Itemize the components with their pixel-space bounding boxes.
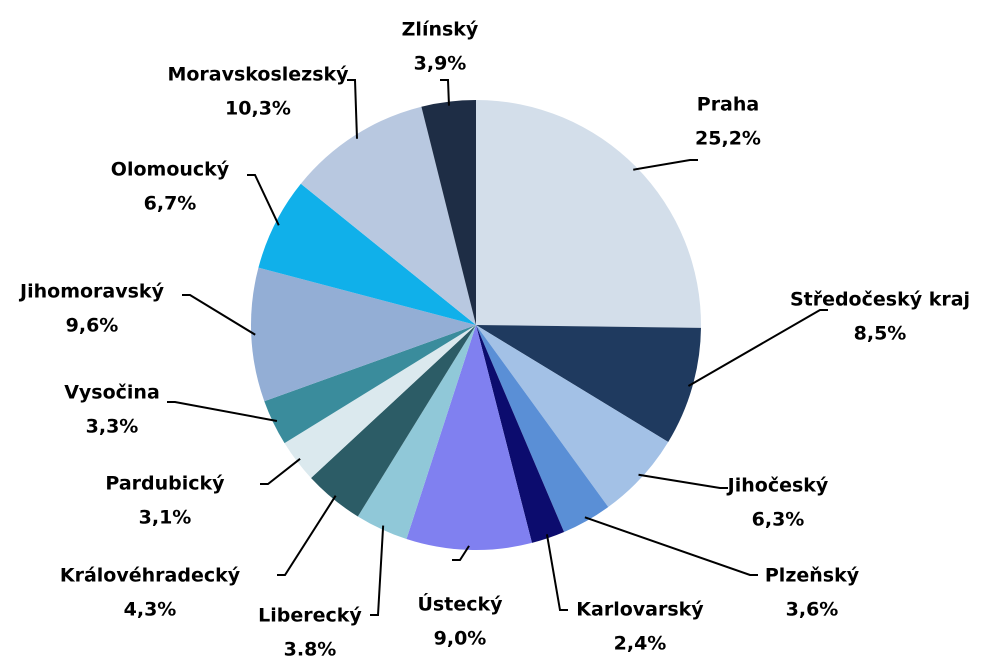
- slice-label: Ústecký: [418, 592, 504, 616]
- pie-slice: [311, 325, 476, 517]
- slice-value: 3,6%: [786, 599, 839, 621]
- slice-label: Královéhradecký: [60, 565, 241, 587]
- pie-slice: [406, 325, 532, 550]
- slice-label: Vysočina: [64, 382, 160, 404]
- leader-line: [182, 294, 256, 336]
- pie-slice: [476, 325, 669, 508]
- leader-line: [260, 458, 301, 485]
- pie-slice: [250, 267, 476, 402]
- pie-slice: [421, 100, 476, 325]
- slice-label: Jihočeský: [726, 475, 829, 497]
- pie-slice: [300, 106, 476, 325]
- leader-line: [633, 159, 698, 171]
- slice-label: Středočeský kraj: [790, 289, 970, 311]
- slice-value: 9,0%: [434, 628, 487, 650]
- leader-line: [370, 525, 385, 616]
- slice-value: 2,4%: [614, 633, 667, 655]
- slice-label: Praha: [697, 94, 759, 116]
- slice-value: 6,3%: [752, 509, 805, 531]
- leader-line: [638, 473, 728, 489]
- slice-value: 10,3%: [225, 98, 291, 120]
- pie-slice: [476, 325, 565, 543]
- slice-label: Karlovarský: [576, 599, 704, 621]
- slice-value: 8,5%: [854, 323, 907, 345]
- slice-value: 4,3%: [124, 599, 177, 621]
- slice-value: 3,1%: [139, 507, 192, 529]
- slice-value: 3.8%: [284, 639, 337, 661]
- pie-slice: [476, 325, 701, 442]
- slice-label: Liberecký: [258, 605, 362, 627]
- slice-value: 25,2%: [695, 128, 761, 150]
- pie-slice: [284, 325, 476, 478]
- slice-value: 6,7%: [144, 193, 197, 215]
- leader-line: [277, 495, 337, 576]
- pie-slice: [264, 325, 476, 444]
- slice-label: Pardubický: [105, 473, 225, 495]
- leader-line: [347, 79, 358, 139]
- slice-label: Moravskoslezský: [167, 64, 349, 86]
- slice-value: 3,9%: [414, 53, 467, 75]
- leader-line: [545, 534, 568, 611]
- leader-line: [584, 516, 758, 576]
- pie-slice: [476, 325, 609, 533]
- slice-value: 9,6%: [66, 315, 119, 337]
- leader-line: [452, 545, 470, 561]
- slice-value: 3,3%: [86, 416, 139, 438]
- slice-label: Zlínský: [402, 19, 479, 41]
- slice-label: Olomoucký: [111, 159, 230, 181]
- slice-label: Plzeňský: [765, 565, 860, 587]
- leader-line: [167, 401, 278, 422]
- leader-line: [687, 309, 828, 387]
- leader-line: [440, 79, 450, 106]
- pie-slice: [357, 325, 476, 539]
- leader-line: [247, 174, 280, 226]
- pie-slice: [258, 183, 476, 325]
- pie-slice: [476, 100, 701, 328]
- slice-label: Jihomoravský: [18, 281, 165, 303]
